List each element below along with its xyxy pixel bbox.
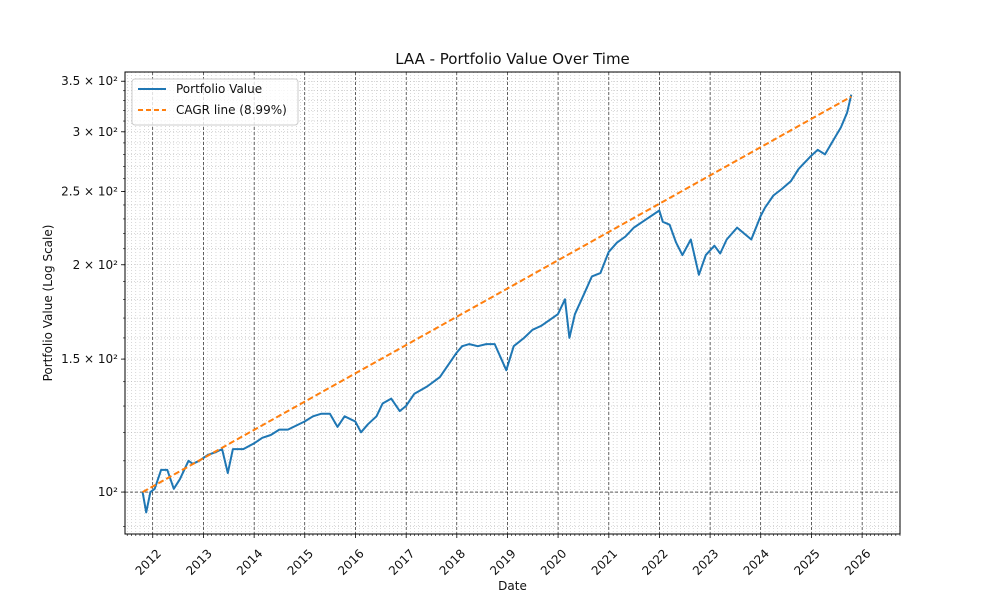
series-line-0 [141, 94, 853, 514]
series-layer [141, 94, 853, 514]
y-tick-label: 3.5 × 10² [61, 74, 118, 88]
y-axis-label: Portfolio Value (Log Scale) [41, 225, 55, 382]
legend-box [131, 78, 299, 126]
y-tick-label: 2 × 10² [73, 258, 119, 272]
legend: Portfolio Value CAGR line (8.99%) [131, 78, 299, 126]
y-tick-label: 10² [98, 485, 118, 499]
x-axis-label: Date [498, 579, 527, 593]
series-line-1 [142, 95, 852, 493]
legend-label-portfolio-value: Portfolio Value [176, 82, 262, 96]
plot-frame [124, 71, 901, 535]
y-tick-label: 1.5 × 10² [61, 352, 118, 366]
y-axis: 10² 1.5 × 10² 2 × 10² 2.5 × 10² 3 × 10² 3.5 ×… [61, 74, 125, 527]
y-tick-label: 2.5 × 10² [61, 185, 118, 199]
chart-title: LAA - Portfolio Value Over Time [395, 50, 630, 68]
legend-label-cagr-line: CAGR line (8.99%) [176, 103, 287, 117]
y-tick-label: 3 × 10² [73, 125, 119, 139]
